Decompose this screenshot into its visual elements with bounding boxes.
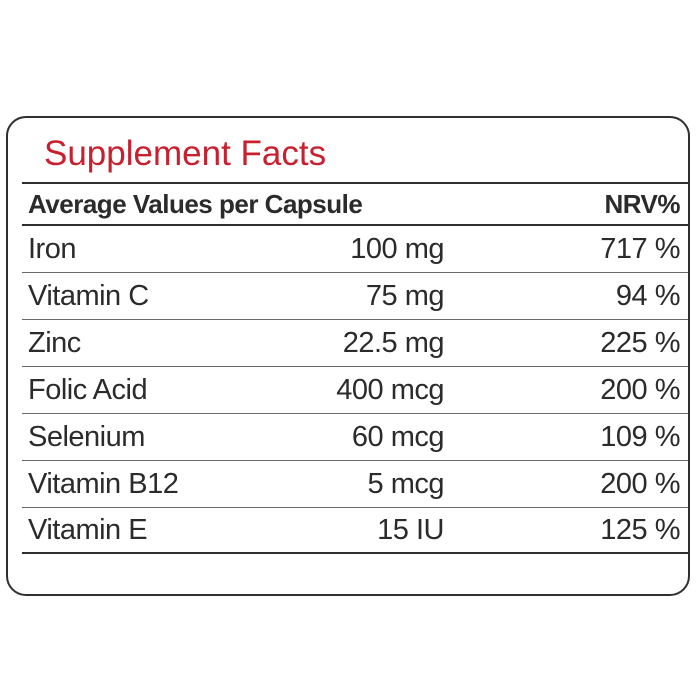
nutrient-amount: 60 mcg	[351, 420, 445, 453]
nutrient-name: Iron	[28, 232, 76, 265]
nutrient-nrv: 717 %	[600, 232, 680, 265]
nutrient-table: Average Values per Capsule NRV% Iron 100…	[22, 182, 688, 554]
nutrient-name: Selenium	[28, 420, 145, 453]
table-row: Folic Acid 400 mcg 200 %	[22, 367, 688, 414]
nutrient-name: Zinc	[28, 326, 81, 359]
nutrient-amount: 75 mg	[365, 279, 445, 312]
nutrient-name: Vitamin C	[28, 279, 149, 312]
table-row: Zinc 22.5 mg 225 %	[22, 320, 688, 367]
nutrient-nrv: 125 %	[600, 513, 680, 546]
nutrient-name: Folic Acid	[28, 373, 148, 406]
nutrient-nrv: 94 %	[615, 279, 681, 312]
table-header-row: Average Values per Capsule NRV%	[22, 182, 688, 226]
nutrient-amount: 100 mg	[350, 232, 444, 265]
nutrient-amount: 15 IU	[377, 513, 444, 546]
table-row: Vitamin C 75 mg 94 %	[22, 273, 688, 320]
nutrient-amount: 5 mcg	[367, 467, 445, 500]
table-row: Iron 100 mg 717 %	[22, 226, 688, 273]
table-row: Vitamin E 15 IU 125 %	[22, 508, 688, 554]
nutrient-amount: 400 mcg	[336, 373, 444, 406]
nutrient-nrv: 200 %	[600, 467, 680, 500]
nutrient-name: Vitamin E	[28, 513, 148, 546]
header-nrv: NRV%	[604, 188, 680, 219]
supplement-facts-panel: Supplement Facts Average Values per Caps…	[6, 116, 690, 596]
nutrient-amount: 22.5 mg	[342, 326, 445, 359]
table-row: Vitamin B12 5 mcg 200 %	[22, 461, 688, 508]
table-row: Selenium 60 mcg 109 %	[22, 414, 688, 461]
header-label: Average Values per Capsule	[28, 188, 363, 219]
nutrient-nrv: 109 %	[600, 420, 680, 453]
panel-title: Supplement Facts	[44, 134, 327, 173]
nutrient-nrv: 225 %	[600, 326, 680, 359]
nutrient-name: Vitamin B12	[28, 467, 179, 500]
nutrient-nrv: 200 %	[600, 373, 680, 406]
